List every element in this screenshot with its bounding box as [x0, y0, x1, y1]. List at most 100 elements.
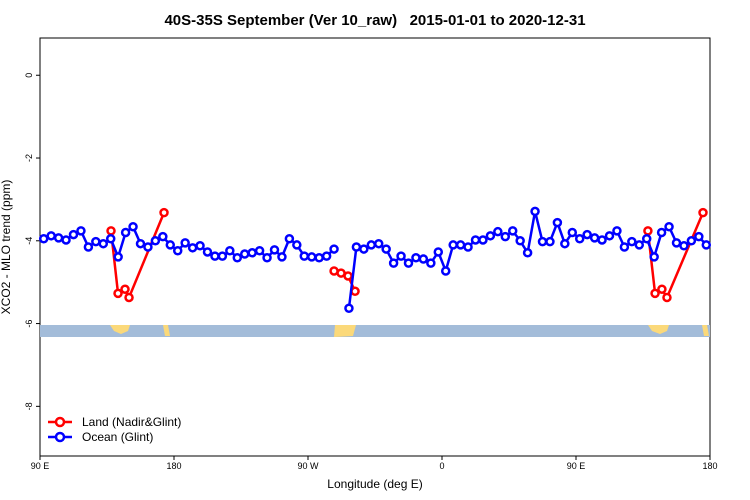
point	[698, 207, 708, 218]
point	[664, 221, 674, 232]
point	[470, 235, 481, 245]
y-tick-label: -4	[24, 237, 34, 245]
map-strip	[40, 325, 710, 337]
point	[344, 303, 354, 314]
land-patch	[648, 325, 669, 334]
point	[120, 284, 130, 294]
point	[159, 207, 169, 218]
point	[641, 233, 652, 244]
point	[232, 253, 243, 263]
point	[493, 226, 503, 237]
point	[619, 242, 630, 252]
point	[574, 233, 585, 244]
point	[105, 233, 116, 244]
point	[433, 247, 444, 257]
point	[507, 226, 518, 236]
point	[478, 235, 488, 245]
point	[643, 226, 653, 236]
y-axis-label: XCO2 - MLO trend (ppm)	[0, 180, 13, 315]
point	[329, 244, 339, 254]
point	[426, 258, 436, 268]
x-axis-label: Longitude (deg E)	[327, 477, 422, 491]
point	[269, 245, 280, 255]
point	[411, 253, 421, 263]
point	[597, 235, 607, 245]
x-tick-label: 0	[439, 461, 444, 471]
point	[604, 231, 615, 241]
point	[128, 221, 138, 232]
point	[247, 248, 257, 258]
point	[239, 249, 250, 259]
point	[46, 231, 56, 241]
ocean-band	[40, 325, 710, 337]
point	[120, 227, 131, 238]
point	[124, 292, 134, 303]
land-patch	[334, 325, 356, 337]
point	[113, 252, 123, 262]
point	[515, 236, 525, 246]
land-patch	[163, 325, 170, 336]
point	[172, 245, 183, 256]
point	[254, 245, 265, 256]
legend-label: Land (Nadir&Glint)	[82, 415, 181, 429]
point	[284, 233, 295, 244]
point	[195, 241, 205, 251]
legend-label: Ocean (Glint)	[82, 430, 153, 444]
point	[38, 233, 49, 244]
point	[552, 217, 563, 228]
point	[225, 245, 235, 256]
chart-title: 40S-35S September (Ver 10_raw) 2015-01-0…	[164, 12, 585, 29]
series-line	[109, 212, 705, 301]
point	[448, 240, 458, 250]
point	[455, 240, 466, 250]
point	[560, 238, 570, 249]
legend-marker	[54, 431, 66, 443]
point	[679, 241, 689, 251]
x-tick-label: 90 E	[31, 461, 50, 471]
land-patch	[702, 325, 709, 336]
point	[306, 252, 317, 262]
point	[649, 252, 659, 262]
y-tick-label: -8	[24, 402, 34, 410]
point	[485, 231, 496, 241]
point	[440, 266, 451, 276]
point	[53, 233, 64, 243]
point	[537, 236, 548, 247]
point	[418, 254, 429, 264]
point	[321, 251, 332, 261]
point	[694, 231, 704, 242]
point	[68, 229, 79, 240]
point	[165, 240, 176, 250]
point	[545, 236, 555, 247]
point	[396, 251, 406, 261]
point	[656, 227, 667, 238]
point	[686, 236, 697, 246]
point	[589, 233, 600, 243]
point	[381, 244, 391, 254]
x-tick-label: 180	[702, 461, 717, 471]
point	[627, 236, 637, 247]
point	[61, 235, 71, 245]
point	[98, 238, 109, 249]
series-line	[43, 211, 708, 309]
point	[91, 236, 101, 247]
point	[582, 229, 592, 240]
point	[366, 240, 377, 250]
point	[135, 238, 146, 249]
point	[262, 253, 272, 263]
point	[210, 251, 220, 261]
x-tick-label: 90 W	[297, 461, 319, 471]
x-tick-label: 180	[166, 461, 181, 471]
point	[180, 238, 190, 248]
point	[662, 292, 672, 303]
point	[202, 247, 213, 257]
point	[373, 238, 384, 249]
point	[143, 242, 153, 252]
point	[634, 240, 645, 250]
point	[351, 242, 362, 252]
point	[292, 240, 302, 250]
point	[76, 226, 86, 236]
land-patch	[110, 325, 130, 334]
point	[671, 238, 682, 248]
